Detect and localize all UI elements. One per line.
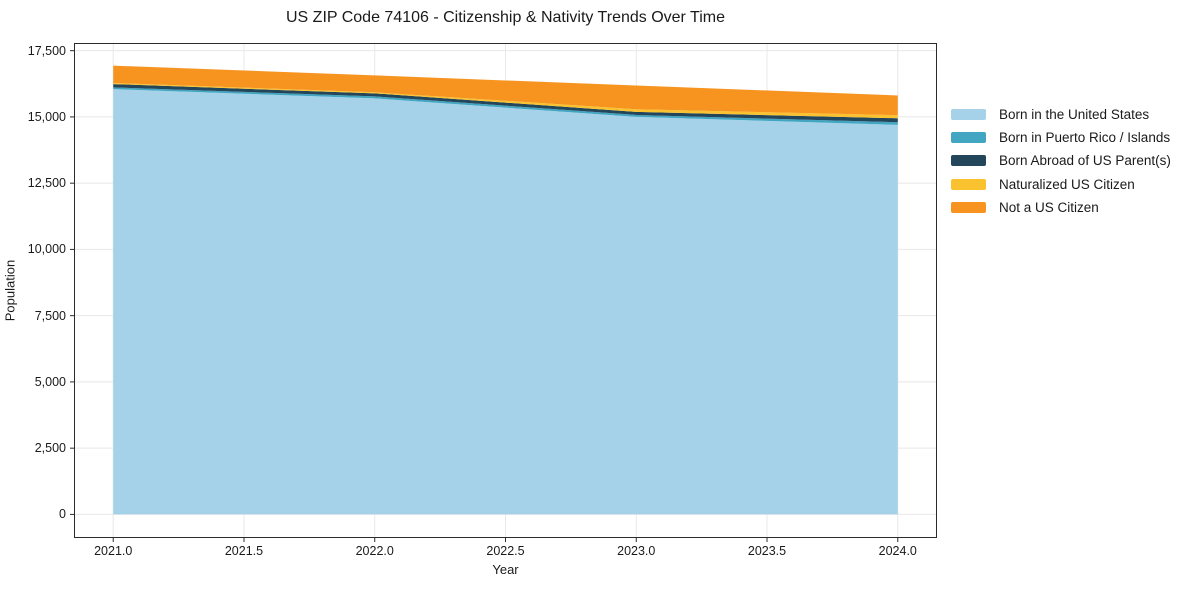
- legend-label: Born Abroad of US Parent(s): [999, 153, 1171, 169]
- x-tick-label: 2023.0: [617, 544, 656, 558]
- y-tick-label: 0: [59, 507, 66, 522]
- y-tick-label: 15,000: [27, 109, 66, 124]
- x-tick-label: 2021.5: [224, 544, 264, 558]
- legend-label: Not a US Citizen: [999, 199, 1099, 215]
- legend-swatch: [951, 132, 986, 144]
- y-tick-label: 10,000: [27, 242, 66, 257]
- legend-swatch: [951, 155, 986, 167]
- y-tick-label: 2,500: [34, 441, 66, 456]
- legend-label: Born in the United States: [999, 107, 1150, 123]
- x-tick-label: 2022.5: [486, 544, 525, 558]
- legend-row: Born in the United States: [951, 103, 1171, 126]
- area-series: [113, 89, 898, 515]
- legend-row: Born Abroad of US Parent(s): [951, 149, 1171, 172]
- chart-title: US ZIP Code 74106 - Citizenship & Nativi…: [286, 9, 725, 26]
- x-axis-label: Year: [492, 562, 519, 577]
- x-tick-label: 2021.0: [94, 544, 133, 558]
- y-tick-label: 12,500: [27, 176, 66, 191]
- y-tick-label: 7,500: [34, 308, 66, 323]
- area-series: [113, 87, 898, 125]
- y-axis-label: Population: [2, 259, 18, 322]
- plot-border: [74, 43, 937, 538]
- area-series: [113, 84, 898, 123]
- legend-label: Naturalized US Citizen: [999, 176, 1135, 192]
- legend-row: Born in Puerto Rico / Islands: [951, 126, 1171, 149]
- legend-swatch: [951, 109, 986, 121]
- legend-row: Not a US Citizen: [951, 196, 1171, 219]
- legend-swatch: [951, 178, 986, 190]
- x-tick-label: 2023.5: [747, 544, 787, 558]
- area-series: [113, 83, 898, 119]
- legend-label: Born in Puerto Rico / Islands: [999, 130, 1171, 146]
- y-tick-label: 5,000: [34, 374, 66, 389]
- area-series: [113, 65, 898, 116]
- legend: Born in the United States Born in Puerto …: [951, 103, 1171, 219]
- x-tick-label: 2022.0: [355, 544, 394, 558]
- legend-swatch: [951, 201, 986, 213]
- y-tick-label: 17,500: [27, 43, 66, 58]
- x-tick-label: 2024.0: [878, 544, 917, 558]
- legend-row: Naturalized US Citizen: [951, 173, 1171, 196]
